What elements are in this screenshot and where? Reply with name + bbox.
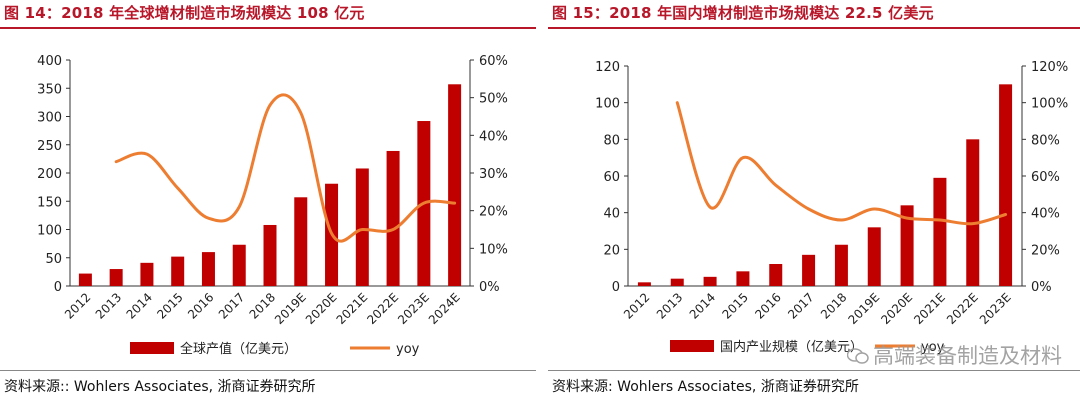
x-tick-label: 2023E bbox=[977, 290, 1014, 327]
global-market-chart: 0 50 100 150 200 250 300 350 400 0% 10% 20% 30% 40% 50… bbox=[37, 54, 508, 357]
right-tick-label: 40% bbox=[1031, 207, 1060, 222]
chart-panel-right: 图 15：2018 年国内增材制造市场规模达 22.5 亿美元 0 20 40 60 8… bbox=[548, 0, 1080, 406]
bar bbox=[637, 282, 651, 286]
source-note: 资料来源: Wohlers Associates, 浙商证券研究所 bbox=[552, 379, 859, 395]
left-tick-label: 150 bbox=[37, 195, 62, 210]
bar bbox=[802, 254, 816, 286]
x-tick-label: 2014 bbox=[124, 290, 155, 321]
title-rule bbox=[548, 27, 1080, 29]
watermark: 高端装备制造及材料 bbox=[846, 340, 1062, 370]
legend-bar-swatch bbox=[670, 340, 714, 352]
left-tick-label: 250 bbox=[37, 139, 62, 154]
bar bbox=[448, 84, 462, 286]
domestic-market-chart: 0 20 40 60 80 100 120 0% 20% 40% 60% 80% 100% 120% 201… bbox=[595, 60, 1068, 355]
right-tick-label: 60% bbox=[479, 54, 508, 69]
bar bbox=[263, 224, 277, 286]
legend-line-label: yoy bbox=[921, 340, 945, 355]
source-rule bbox=[0, 370, 536, 371]
x-tick-label: 2023E bbox=[395, 290, 432, 327]
left-tick-label: 0 bbox=[54, 280, 62, 295]
right-tick-label: 40% bbox=[479, 129, 508, 144]
x-tick-label: 2016 bbox=[752, 290, 783, 321]
bar bbox=[386, 150, 400, 286]
bar bbox=[999, 84, 1013, 286]
bar bbox=[736, 271, 750, 286]
right-tick-label: 20% bbox=[479, 205, 508, 220]
source-rule bbox=[548, 370, 1080, 371]
left-tick-label: 100 bbox=[595, 97, 620, 112]
figure-title: 图 15：2018 年国内增材制造市场规模达 22.5 亿美元 bbox=[552, 4, 934, 22]
bar bbox=[966, 139, 980, 286]
left-tick-label: 20 bbox=[603, 243, 620, 258]
right-tick-label: 120% bbox=[1031, 60, 1068, 75]
left-tick-label: 200 bbox=[37, 167, 62, 182]
left-tick-label: 40 bbox=[603, 207, 620, 222]
bar bbox=[355, 168, 369, 286]
right-tick-label: 50% bbox=[479, 92, 508, 107]
right-tick-label: 80% bbox=[1031, 133, 1060, 148]
x-tick-label: 2024E bbox=[426, 290, 463, 327]
yoy-line bbox=[675, 101, 1008, 226]
figure-title: 图 14：2018 年全球增材制造市场规模达 108 亿元 bbox=[4, 4, 365, 22]
bar bbox=[834, 244, 848, 286]
x-tick-label: 2019E bbox=[272, 290, 309, 327]
right-tick-label: 0% bbox=[479, 280, 500, 295]
left-tick-label: 100 bbox=[37, 224, 62, 239]
watermark-text: 高端装备制造及材料 bbox=[873, 344, 1062, 368]
x-tick-label: 2012 bbox=[62, 290, 93, 321]
left-tick-label: 300 bbox=[37, 111, 62, 126]
x-tick-label: 2021E bbox=[334, 290, 371, 327]
bar bbox=[232, 244, 246, 286]
title-rule bbox=[0, 27, 536, 29]
chat-bubble-icon bbox=[846, 346, 869, 364]
left-tick-label: 350 bbox=[37, 82, 62, 97]
x-tick-label: 2017 bbox=[216, 290, 247, 321]
bar bbox=[933, 177, 947, 286]
source-note: 资料来源:: Wohlers Associates, 浙商证券研究所 bbox=[4, 379, 316, 395]
x-tick-label: 2019E bbox=[846, 290, 883, 327]
x-tick-label: 2021E bbox=[911, 290, 948, 327]
right-tick-label: 60% bbox=[1031, 170, 1060, 185]
chart-panel-left: 图 14：2018 年全球增材制造市场规模达 108 亿元 0 50 100 150 2… bbox=[0, 0, 536, 406]
x-tick-label: 2022E bbox=[364, 290, 401, 327]
bar bbox=[670, 278, 684, 286]
bar bbox=[294, 197, 308, 286]
left-tick-label: 0 bbox=[612, 280, 620, 295]
x-tick-label: 2015 bbox=[154, 290, 185, 321]
bar bbox=[109, 269, 123, 286]
legend-bar-label: 国内产业规模（亿美元） bbox=[720, 339, 863, 355]
left-tick-label: 60 bbox=[603, 170, 620, 185]
x-tick-label: 2013 bbox=[93, 290, 124, 321]
x-tick-label: 2014 bbox=[687, 290, 718, 321]
bar bbox=[769, 264, 783, 286]
x-tick-label: 2017 bbox=[785, 290, 816, 321]
x-tick-label: 2020E bbox=[878, 290, 915, 327]
bar bbox=[201, 252, 215, 286]
bar bbox=[703, 276, 717, 286]
left-tick-label: 50 bbox=[45, 252, 62, 267]
right-tick-label: 0% bbox=[1031, 280, 1052, 295]
x-tick-label: 2020E bbox=[303, 290, 340, 327]
bar bbox=[78, 273, 92, 286]
left-tick-label: 120 bbox=[595, 60, 620, 75]
x-tick-label: 2016 bbox=[185, 290, 216, 321]
right-tick-label: 30% bbox=[479, 167, 508, 182]
legend-bar-label: 全球产值（亿美元） bbox=[180, 341, 297, 357]
yoy-line bbox=[114, 93, 457, 243]
x-tick-label: 2012 bbox=[621, 290, 652, 321]
bar bbox=[140, 262, 154, 286]
bar bbox=[171, 256, 185, 286]
legend-line-label: yoy bbox=[396, 342, 420, 357]
bar bbox=[900, 205, 914, 286]
left-tick-label: 80 bbox=[603, 133, 620, 148]
right-tick-label: 10% bbox=[479, 242, 508, 257]
right-tick-label: 100% bbox=[1031, 97, 1068, 112]
right-tick-label: 20% bbox=[1031, 243, 1060, 258]
bar bbox=[867, 227, 881, 286]
x-tick-label: 2022E bbox=[944, 290, 981, 327]
left-tick-label: 400 bbox=[37, 54, 62, 69]
x-tick-label: 2015 bbox=[720, 290, 751, 321]
legend-bar-swatch bbox=[130, 342, 174, 354]
x-tick-label: 2013 bbox=[654, 290, 685, 321]
